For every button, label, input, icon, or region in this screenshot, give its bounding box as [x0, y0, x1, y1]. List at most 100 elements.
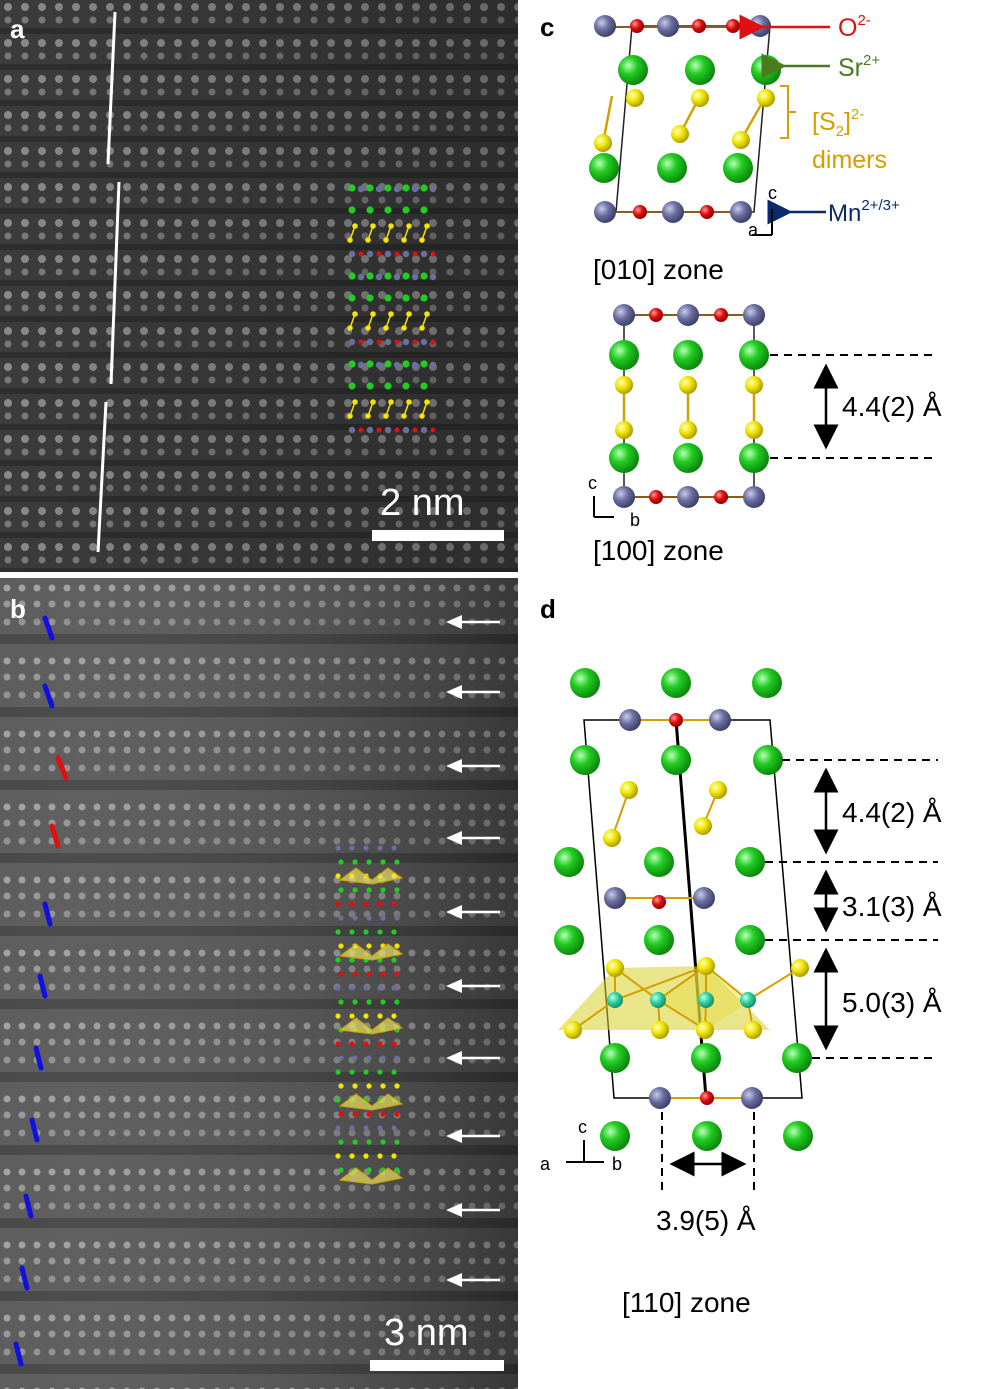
distance-100: 4.4(2) Å: [842, 391, 942, 422]
zone-label-010: [010] zone: [593, 254, 724, 285]
stacking-line: [106, 11, 117, 165]
sr-atom: [348, 360, 356, 368]
s-atom: [370, 399, 376, 405]
mn-atom: [411, 185, 419, 193]
mn-atom: [402, 250, 410, 258]
mn-atom: [429, 185, 437, 193]
s-atom: [352, 223, 358, 229]
mn-atom: [357, 273, 365, 281]
s-atom: [406, 399, 412, 405]
sr-atom: [384, 382, 392, 390]
arrow-head: [446, 615, 462, 629]
overlay-atom: [380, 1139, 386, 1145]
overlay-atom: [394, 1167, 400, 1173]
arrow-head: [446, 1203, 462, 1217]
overlay-atom: [394, 999, 400, 1005]
tetrahedra: [338, 943, 404, 961]
mn-atom: [402, 338, 410, 346]
overlay-atom: [391, 1041, 397, 1047]
o-atom: [430, 251, 436, 257]
sr-atom: [420, 294, 428, 302]
sr-atom: [402, 184, 410, 192]
overlay-atom: [394, 859, 400, 865]
s-atom: [419, 325, 425, 331]
overlay-atom: [335, 929, 341, 935]
cell-100: [609, 304, 769, 508]
mn-atom: [348, 250, 356, 258]
s-atom: [347, 413, 353, 419]
o-atom: [412, 251, 418, 257]
overlay-atom: [394, 1139, 400, 1145]
overlay-atom: [352, 887, 358, 893]
legend-manganese: Mn2+/3+: [828, 197, 900, 227]
sr-atom: [420, 184, 428, 192]
overlay-atom: [363, 1153, 369, 1159]
svg-text:a: a: [540, 1154, 551, 1174]
sr-atom: [348, 382, 356, 390]
mn-atom: [348, 338, 356, 346]
structure-overlay-a: [347, 184, 437, 434]
svg-text:b: b: [612, 1154, 622, 1174]
overlay-atom: [394, 887, 400, 893]
overlay-atom: [363, 845, 369, 851]
distance-110-1: 4.4(2) Å: [842, 797, 942, 828]
axis-100: c b: [588, 473, 640, 530]
stacking-dash: [49, 823, 61, 849]
overlay-atom: [352, 1111, 358, 1117]
o-atom: [394, 251, 400, 257]
s-atom: [370, 311, 376, 317]
s-atom: [370, 223, 376, 229]
overlay-atom: [338, 999, 344, 1005]
zone-label-100: [100] zone: [593, 535, 724, 566]
arrow-head: [446, 1273, 462, 1287]
overlay-atom: [338, 859, 344, 865]
distance-110-3: 5.0(3) Å: [842, 987, 942, 1018]
layer-arrows: [446, 615, 500, 1287]
mn-atom: [357, 361, 365, 369]
overlay-atom: [380, 887, 386, 893]
overlay-atom: [349, 985, 355, 991]
mn-atom: [375, 185, 383, 193]
cell-010: [589, 15, 781, 223]
overlay-atom: [394, 971, 400, 977]
sr-atom: [348, 184, 356, 192]
overlay-atom: [380, 1083, 386, 1089]
s-atom: [419, 237, 425, 243]
stacking-dash: [19, 1265, 30, 1291]
sr-atom: [402, 294, 410, 302]
sr-atom: [366, 206, 374, 214]
o-atom: [376, 251, 382, 257]
s-atom: [365, 325, 371, 331]
overlay-atom: [335, 1069, 341, 1075]
cell-110: [554, 668, 813, 1151]
overlay-atom: [377, 845, 383, 851]
o-atom: [394, 339, 400, 345]
arrow-head: [446, 685, 462, 699]
overlay-atom: [338, 1167, 344, 1173]
legend-strontium: Sr2+: [838, 52, 880, 82]
s-atom: [383, 237, 389, 243]
stacking-dash: [42, 901, 53, 927]
sr-atom: [420, 272, 428, 280]
mn-atom: [411, 273, 419, 281]
overlay-atom: [338, 971, 344, 977]
overlay-atom: [366, 1111, 372, 1117]
overlay-atom: [352, 1139, 358, 1145]
mn-atom: [402, 426, 410, 434]
sr-atom: [366, 360, 374, 368]
sr-atom: [384, 206, 392, 214]
overlay-atom: [377, 985, 383, 991]
o-atom: [430, 339, 436, 345]
overlay-atom: [366, 1055, 372, 1061]
sr-atom: [366, 272, 374, 280]
overlay-atom: [338, 1111, 344, 1117]
stem-image-b: b 3 nm: [0, 578, 518, 1389]
overlay-atom: [380, 859, 386, 865]
overlay-atom: [352, 1083, 358, 1089]
zone-label-110: [110] zone: [622, 1287, 751, 1318]
overlay-atom: [349, 929, 355, 935]
mn-atom: [348, 426, 356, 434]
legend-dimers: dimers: [812, 146, 887, 174]
overlay-atom: [352, 859, 358, 865]
tetrahedra: [338, 1017, 404, 1035]
